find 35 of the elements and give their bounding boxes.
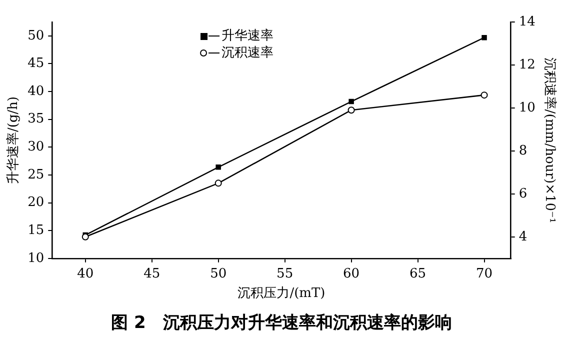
- point: [214, 180, 222, 187]
- x-tick-label: 45: [144, 266, 160, 282]
- legend-label: 升华速率: [222, 27, 274, 44]
- y-tick-label: 25: [28, 167, 44, 182]
- point: [482, 34, 487, 40]
- x-tick-label: 65: [410, 266, 426, 282]
- text: 图 2 沉积压力对升华速率和沉积速率的影响: [111, 313, 452, 334]
- point: [82, 233, 89, 240]
- y2-tick-label: 10: [518, 100, 536, 116]
- point: [216, 164, 221, 170]
- y-axis-title: 升华速率/(g/h): [5, 96, 22, 184]
- y2-tick-label: 8: [518, 143, 528, 158]
- y-tick-label: 45: [28, 56, 44, 72]
- y2-tick-label: 6: [518, 186, 528, 202]
- x-tick-label: 70: [476, 266, 493, 282]
- y-tick-label: 50: [28, 28, 44, 44]
- y-tick-label: 20: [28, 195, 44, 210]
- x-axis-title: 沉积压力/(mT): [238, 286, 326, 302]
- y2-tick-label: 4: [518, 229, 528, 244]
- y2-axis-title: 沉积速率/(mm/hour)×10⁻¹: [542, 57, 558, 224]
- x-tick-label: 55: [276, 266, 294, 282]
- point: [348, 98, 354, 104]
- point: [480, 92, 488, 99]
- y-tick-label: 10: [28, 250, 44, 266]
- y-tick-label: 15: [28, 222, 44, 238]
- y-tick-label: 30: [28, 140, 44, 155]
- y2-tick-label: 14: [518, 14, 536, 30]
- y-tick-label: 35: [28, 112, 44, 127]
- x-tick-label: 50: [210, 266, 227, 282]
- x-tick-label: 60: [343, 266, 360, 282]
- y2-tick-label: 12: [518, 57, 536, 72]
- point: [348, 106, 355, 114]
- x-tick-label: 40: [77, 266, 94, 282]
- legend-label: 沉积速率: [222, 44, 274, 60]
- y-tick-label: 40: [28, 84, 44, 99]
